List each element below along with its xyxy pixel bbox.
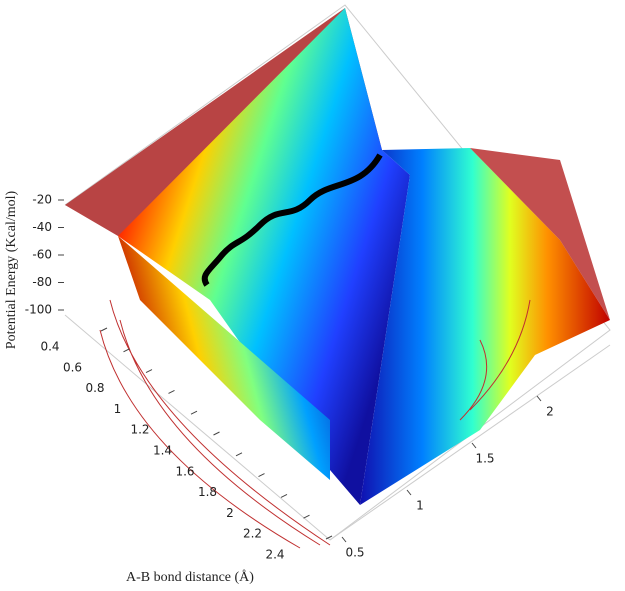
x-tick-label: 2 [226,506,234,520]
x-tick [258,473,265,478]
x-axis-label: A-B bond distance (Å) [126,569,254,585]
y-tick-label: 2 [546,405,554,419]
x-tick-label: 0.4 [40,340,59,354]
x-tick [235,452,243,457]
x-tick [190,410,198,415]
x-tick [100,327,108,332]
back-wall [118,8,410,505]
x-tick [123,348,130,353]
x-tick-label: 1.6 [175,464,194,478]
y-tick [406,489,412,496]
y-tick [536,395,542,402]
box-edge [64,314,331,541]
x-tick-label: 0.8 [85,381,104,395]
y-tick-label: 1.5 [475,452,494,466]
contour [99,299,331,549]
x-tick-label: 1.2 [130,423,149,437]
x-tick [213,431,220,436]
y-tick-label: 0.5 [345,546,364,560]
z-tick-label: -100 [25,303,52,317]
right-plateau [470,148,610,320]
z-tick-label: -80 [32,275,52,289]
y-tick-label: 1 [416,499,424,513]
x-tick-label: 2.4 [265,548,284,562]
x-tick [325,535,333,540]
x-tick [168,389,175,394]
trajectory [201,153,383,287]
x-tick-label: 1.4 [153,444,172,458]
surface [65,8,610,549]
front-wall [118,236,330,480]
x-tick-label: 1 [114,402,122,416]
x-tick-label: 1.8 [198,485,217,499]
x-tick-label: 2.2 [243,527,262,541]
z-tick-label: -40 [32,220,52,234]
y-tick [471,442,477,449]
contour [459,299,531,421]
x-tick [280,493,288,498]
x-tick [145,369,153,374]
y-tick [341,536,347,543]
z-tick-label: -60 [32,248,52,262]
z-tick-label: -20 [32,193,52,207]
box-edge [329,344,611,541]
x-tick [303,514,310,519]
x-tick-label: 0.6 [63,360,82,374]
z-axis-label: Potential Energy (Kcal/mol) [4,190,19,349]
right-slope [360,148,610,505]
